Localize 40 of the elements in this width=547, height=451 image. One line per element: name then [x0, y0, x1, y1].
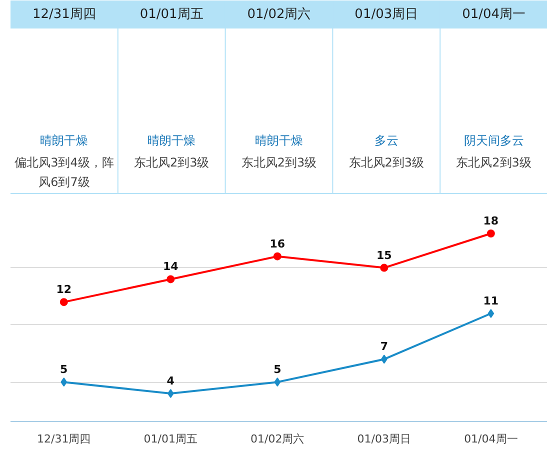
data-label: 4 [166, 374, 175, 388]
point [486, 230, 495, 238]
category-label: 01/04周一 [464, 432, 518, 446]
text: 东北风2到3级 [134, 156, 210, 170]
category-label: 01/02周六 [250, 432, 304, 446]
data-label: 18 [483, 214, 499, 228]
text: 晴朗干燥 [40, 134, 88, 148]
text: 晴朗干燥 [148, 134, 196, 148]
category-label: 01/03周日 [357, 432, 412, 446]
text: 多云 [374, 134, 398, 148]
point [488, 309, 494, 318]
x-tick-label: 01/01周五 [140, 7, 204, 22]
data-label: 7 [380, 340, 388, 354]
text: 东北风2到3级 [241, 156, 317, 170]
text: 阴天间多云 [464, 134, 524, 148]
point [380, 354, 388, 364]
point [60, 298, 68, 306]
point [167, 389, 174, 398]
point [380, 264, 388, 272]
point [166, 275, 175, 284]
point [60, 378, 68, 387]
point [274, 378, 281, 387]
data-label: 5 [60, 363, 68, 376]
x-tick-label: 01/03周日 [354, 7, 418, 22]
data-label: 14 [162, 260, 179, 274]
data-label: 16 [270, 237, 286, 250]
data-label: 5 [274, 363, 282, 376]
text: 偏北风3到4级，阵风6到7级 [14, 156, 114, 190]
point [273, 252, 282, 260]
category-label: 12/31周四 [37, 432, 91, 446]
data-label: 11 [483, 294, 499, 308]
data-label: 12 [56, 283, 72, 296]
x-tick-label: 01/02周六 [247, 7, 311, 22]
category-label: 01/01周五 [144, 432, 198, 446]
text: 晴朗干燥 [255, 134, 303, 148]
text: 东北风2到3级 [456, 156, 532, 170]
data-label: 15 [376, 248, 392, 262]
text: 东北风2到3级 [348, 156, 424, 170]
x-tick-label: 12/31周四 [32, 7, 96, 22]
x-tick-label: 01/04周一 [462, 7, 526, 22]
